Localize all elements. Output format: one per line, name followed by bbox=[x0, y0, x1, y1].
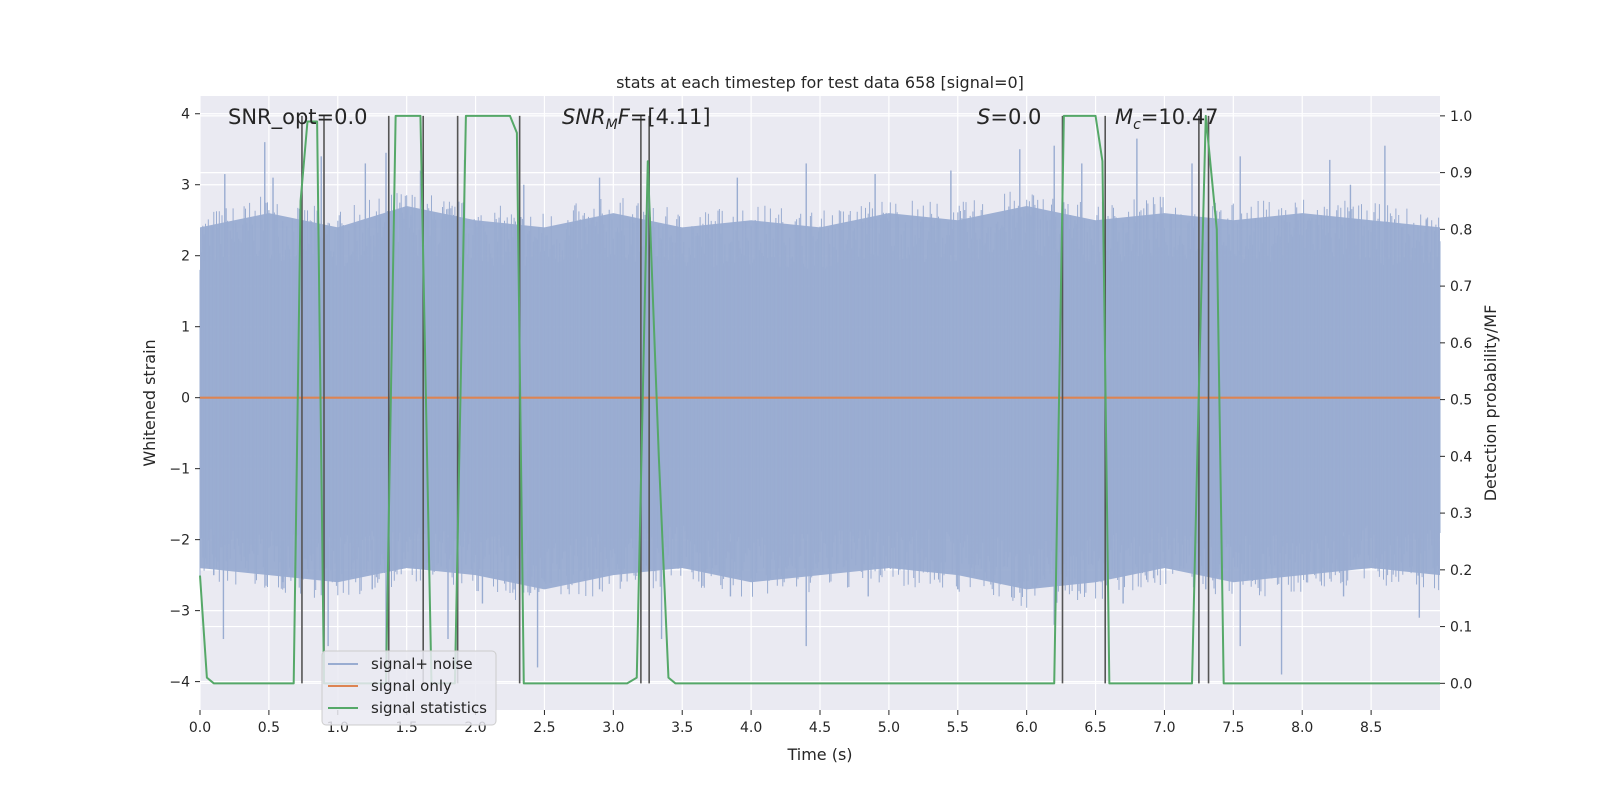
y2-tick-label-2: 0.2 bbox=[1450, 563, 1472, 579]
y2-tick-label-0: 0.0 bbox=[1450, 676, 1472, 692]
y2-axis-label: Detection probability/MF bbox=[1481, 305, 1500, 502]
y-tick-label-3: −1 bbox=[169, 462, 190, 478]
y2-tick-label-5: 0.5 bbox=[1450, 393, 1472, 409]
y2-tick-label-10: 1.0 bbox=[1450, 109, 1472, 125]
x-tick-label-7: 3.5 bbox=[671, 720, 693, 736]
x-tick-label-16: 8.0 bbox=[1291, 720, 1313, 736]
chart-title: stats at each timestep for test data 658… bbox=[616, 73, 1024, 92]
x-tick-label-8: 4.0 bbox=[740, 720, 762, 736]
legend: signal+ noise signal only signal statist… bbox=[321, 650, 497, 726]
annotation-s: S=0.0 bbox=[977, 105, 1041, 129]
x-tick-label-17: 8.5 bbox=[1360, 720, 1382, 736]
y2-tick-label-6: 0.6 bbox=[1450, 336, 1472, 352]
y2-tick-label-7: 0.7 bbox=[1450, 279, 1472, 295]
x-tick-label-9: 4.5 bbox=[809, 720, 831, 736]
annotation-snr-opt: SNR_opt=0.0 bbox=[228, 105, 368, 130]
x-tick-label-1: 0.5 bbox=[258, 720, 280, 736]
y-tick-label-8: 4 bbox=[181, 107, 190, 123]
y-tick-label-4: 0 bbox=[181, 391, 190, 407]
x-tick-label-14: 7.0 bbox=[1153, 720, 1175, 736]
y-axis-left: −4 −3 −2 −1 0 1 2 3 4 bbox=[169, 107, 200, 691]
x-axis-label: Time (s) bbox=[786, 745, 852, 764]
legend-label-signal-statistics: signal statistics bbox=[371, 699, 487, 717]
annotation-mc: Mc=10.47 bbox=[1115, 105, 1219, 133]
y2-tick-label-8: 0.8 bbox=[1450, 222, 1472, 238]
y-tick-label-2: −2 bbox=[169, 533, 190, 549]
legend-label-signal-noise: signal+ noise bbox=[371, 655, 473, 673]
x-tick-label-11: 5.5 bbox=[947, 720, 969, 736]
y-axis-label: Whitened strain bbox=[140, 339, 159, 466]
x-tick-label-5: 2.5 bbox=[533, 720, 555, 736]
y2-tick-label-1: 0.1 bbox=[1450, 620, 1472, 636]
y-axis-right: 0.0 0.1 0.2 0.3 0.4 0.5 0.6 0.7 0.8 0.9 1.0 bbox=[1440, 109, 1472, 692]
annotation-snr-mf: SNRMF=[4.11] bbox=[562, 105, 711, 133]
y-tick-label-0: −4 bbox=[169, 675, 190, 691]
x-tick-label-10: 5.0 bbox=[878, 720, 900, 736]
x-tick-label-0: 0.0 bbox=[189, 720, 211, 736]
series-signal-statistics bbox=[199, 114, 1440, 685]
signal-statistics-line bbox=[199, 114, 1440, 685]
y2-tick-label-9: 0.9 bbox=[1450, 166, 1472, 182]
legend-box bbox=[321, 650, 497, 726]
y-tick-label-7: 3 bbox=[181, 178, 190, 194]
y2-tick-label-4: 0.4 bbox=[1450, 449, 1472, 465]
y-tick-label-6: 2 bbox=[181, 249, 190, 265]
legend-label-signal-only: signal only bbox=[371, 677, 452, 695]
y-tick-label-1: −3 bbox=[169, 604, 190, 620]
x-tick-label-15: 7.5 bbox=[1222, 720, 1244, 736]
x-tick-label-6: 3.0 bbox=[602, 720, 624, 736]
x-tick-label-12: 6.0 bbox=[1016, 720, 1038, 736]
x-tick-label-13: 6.5 bbox=[1084, 720, 1106, 736]
y-tick-label-5: 1 bbox=[181, 320, 190, 336]
noise-trace bbox=[199, 191, 1441, 608]
y2-tick-label-3: 0.3 bbox=[1450, 506, 1472, 522]
